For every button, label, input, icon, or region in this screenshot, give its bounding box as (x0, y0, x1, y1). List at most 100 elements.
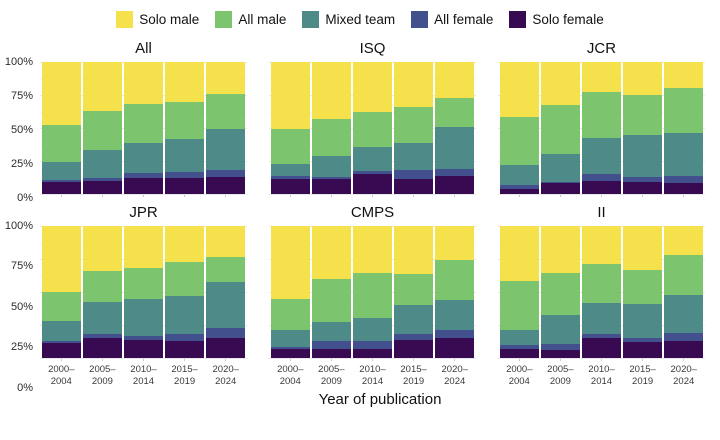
bar-segment (435, 62, 474, 98)
x-tick-cell (541, 358, 580, 362)
bar-segment (353, 349, 392, 358)
bars (42, 226, 245, 358)
bar (394, 226, 433, 358)
major-gridline (40, 61, 247, 63)
bar-segment (623, 135, 662, 177)
bar (353, 226, 392, 358)
x-tick-cell (435, 194, 474, 198)
bar-segment (394, 106, 433, 143)
x-axis-title: Year of publication (318, 390, 442, 408)
major-gridline (498, 193, 705, 195)
bar-segment (394, 304, 433, 335)
bar (541, 62, 580, 194)
bar-segment (42, 292, 81, 322)
legend-item: Mixed team (302, 10, 395, 28)
x-axis-labels: 2000– 2004 2005– 2009 2010– 2014 2015– 2019 2020… (269, 364, 476, 388)
bar-segment (271, 128, 310, 165)
bar-segment (664, 88, 703, 134)
bar (582, 226, 621, 358)
bar-segment (206, 129, 245, 171)
bar-segment (312, 179, 351, 194)
bar-segment (165, 171, 204, 179)
x-tick-label: 2000– 2004 (48, 364, 75, 387)
x-tick-cell (312, 358, 351, 362)
x-tick-mark (143, 194, 144, 197)
x-tick-cell (312, 194, 351, 198)
bar-segment (541, 272, 580, 316)
bar-segment (124, 267, 163, 300)
x-tick-mark (601, 194, 602, 197)
bar-segment (664, 226, 703, 256)
bar-segment (582, 137, 621, 175)
x-tick-cell (664, 358, 703, 362)
bar-segment (623, 95, 662, 136)
x-tick-mark (225, 194, 227, 197)
x-tick-cell (271, 194, 310, 198)
bar-segment (541, 343, 580, 351)
bar-segment (500, 349, 539, 358)
y-axis: 0% 25% 50% 75% 100% (0, 204, 40, 394)
y-axis-label: 100% (4, 220, 33, 232)
y-axis-labels: 0% 25% 50% 75% 100% (0, 56, 40, 204)
bar (124, 226, 163, 358)
bar-segment (206, 327, 245, 339)
bar-segment (42, 340, 81, 344)
x-tick-mark (413, 358, 415, 361)
bar-segment (312, 118, 351, 156)
bar-segment (124, 226, 163, 268)
major-gridline (269, 193, 476, 195)
x-tick-label: 2005– 2009 (89, 364, 116, 387)
x-tick-cell (353, 194, 392, 198)
bar-segment (271, 175, 310, 180)
bar (353, 62, 392, 194)
x-tick-mark (372, 194, 373, 197)
bar-segment (271, 348, 310, 358)
x-tick-mark (454, 358, 456, 361)
bar-segment (541, 153, 580, 183)
x-tick-cell (42, 358, 81, 362)
bar-segment (394, 334, 433, 341)
x-tick-label: 2015– 2019 (400, 364, 427, 387)
x-tick-label: 2020– 2024 (441, 364, 468, 387)
x-tick-label: 2010– 2014 (130, 364, 157, 387)
legend-swatch-icon (116, 10, 134, 28)
bars (500, 62, 703, 194)
bar-segment (42, 62, 81, 126)
x-tick-mark (184, 194, 186, 197)
plot-area (498, 225, 705, 359)
x-tick-mark (559, 194, 561, 197)
x-tick-cell (83, 358, 122, 362)
bar-segment (42, 162, 81, 180)
legend-item: Solo male (116, 10, 199, 28)
bar-segment (312, 176, 351, 180)
bar-segment (312, 62, 351, 119)
bar (435, 62, 474, 194)
legend-label: Solo female (532, 11, 604, 27)
x-tick-mark (330, 358, 332, 361)
bar-segment (541, 182, 580, 184)
x-tick-mark (642, 358, 644, 361)
bar-segment (500, 330, 539, 345)
bar-segment (206, 282, 245, 328)
x-tick-mark (225, 358, 227, 361)
panel-jcr: JCR (498, 40, 705, 198)
bar-segment (353, 340, 392, 350)
bar-segment (582, 181, 621, 194)
legend-item: Solo female (509, 10, 604, 28)
bar-segment (623, 62, 662, 96)
bar-segment (435, 226, 474, 261)
bar-segment (582, 62, 621, 92)
major-gridline (498, 357, 705, 359)
bar-segment (500, 117, 539, 165)
bar-segment (541, 350, 580, 358)
bar (582, 62, 621, 194)
bar (623, 62, 662, 194)
bar-segment (541, 104, 580, 154)
bar-segment (582, 337, 621, 358)
x-tick-label: 2015– 2019 (629, 364, 656, 387)
bars (42, 62, 245, 194)
bar-segment (394, 170, 433, 179)
bar-segment (353, 318, 392, 341)
bars (271, 62, 474, 194)
legend-swatch-icon (215, 10, 233, 28)
